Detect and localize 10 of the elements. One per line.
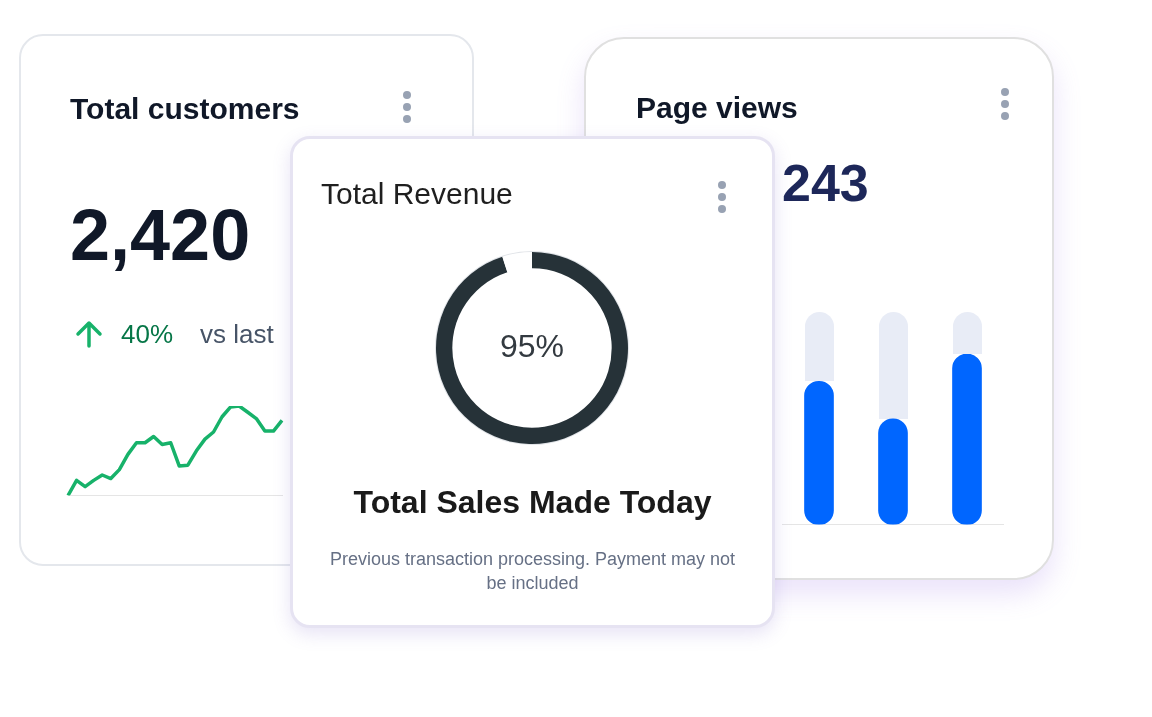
chart-title: Page views (636, 91, 798, 125)
text: Total Sales Made Today (352, 484, 713, 521)
text: 2,420 (70, 194, 251, 276)
data-label: 95% (499, 327, 565, 364)
chart-title: Total Revenue (321, 177, 513, 211)
chart-title: Total customers (70, 92, 300, 126)
text: vs last (200, 319, 274, 350)
text: Previous transaction processing. Payment may not be included (328, 548, 737, 595)
text: 40% (121, 319, 174, 350)
text: 243 (782, 153, 869, 213)
